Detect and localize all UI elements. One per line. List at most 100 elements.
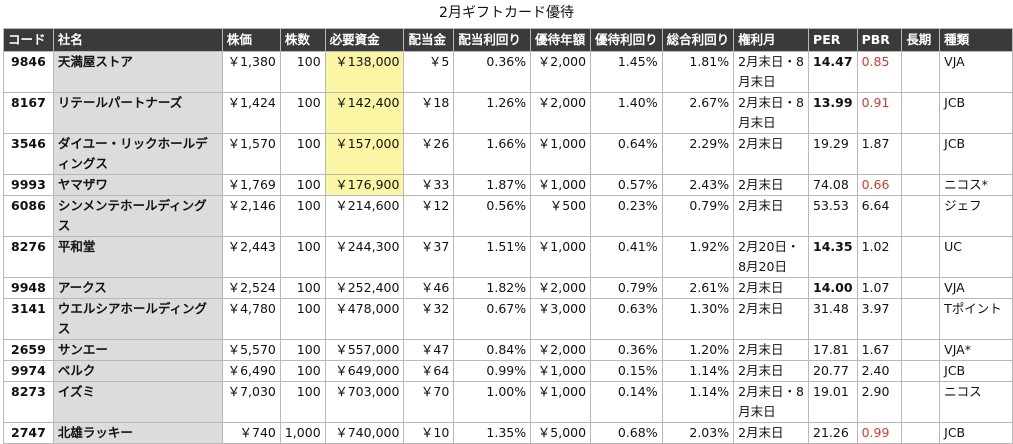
cell-shares[interactable]: 1,000 xyxy=(279,422,326,444)
cell-price[interactable]: ￥1,424 xyxy=(221,92,281,134)
cell-per[interactable]: 13.99 xyxy=(808,92,858,134)
cell-per[interactable]: 14.35 xyxy=(808,236,858,278)
cell-per[interactable]: 21.26 xyxy=(808,422,858,444)
cell-dividend[interactable]: ￥26 xyxy=(403,133,455,175)
cell-name[interactable]: シンメンテホールディングス xyxy=(52,195,223,237)
cell-per[interactable]: 17.81 xyxy=(808,339,858,361)
cell-long-term[interactable] xyxy=(901,92,941,134)
cell-type[interactable]: JCB xyxy=(939,360,1013,382)
cell-required-funds[interactable]: ￥244,300 xyxy=(324,236,405,278)
cell-total-yield[interactable]: 1.20% xyxy=(661,339,735,361)
cell-name[interactable]: イズミ xyxy=(52,381,223,423)
cell-benefit-amount[interactable]: ￥1,000 xyxy=(530,133,592,175)
cell-type[interactable]: JCB xyxy=(939,422,1013,444)
cell-benefit-amount[interactable]: ￥2,000 xyxy=(530,339,592,361)
cell-code[interactable]: 9948 xyxy=(3,277,54,299)
cell-code[interactable]: 3546 xyxy=(3,133,54,175)
cell-type[interactable]: VJA* xyxy=(939,339,1013,361)
cell-shares[interactable]: 100 xyxy=(279,277,326,299)
cell-type[interactable]: VJA xyxy=(939,277,1013,299)
cell-dividend-yield[interactable]: 1.66% xyxy=(453,133,532,175)
cell-price[interactable]: ￥2,443 xyxy=(221,236,281,278)
cell-total-yield[interactable]: 1.14% xyxy=(661,360,735,382)
cell-required-funds[interactable]: ￥138,000 xyxy=(324,51,405,93)
cell-dividend-yield[interactable]: 1.82% xyxy=(453,277,532,299)
cell-record-month[interactable]: 2月末日・8月末日 xyxy=(733,381,810,423)
cell-name[interactable]: 天満屋ストア xyxy=(52,51,223,93)
cell-dividend[interactable]: ￥18 xyxy=(403,92,455,134)
cell-code[interactable]: 8167 xyxy=(3,92,54,134)
cell-total-yield[interactable]: 2.03% xyxy=(661,422,735,444)
cell-price[interactable]: ￥7,030 xyxy=(221,381,281,423)
cell-total-yield[interactable]: 1.81% xyxy=(661,51,735,93)
cell-dividend-yield[interactable]: 1.51% xyxy=(453,236,532,278)
cell-record-month[interactable]: 2月末日 xyxy=(733,133,810,175)
cell-name[interactable]: サンエー xyxy=(52,339,223,361)
cell-type[interactable]: ニコス xyxy=(939,381,1013,423)
cell-pbr[interactable]: 1.07 xyxy=(856,277,903,299)
cell-benefit-amount[interactable]: ￥1,000 xyxy=(530,381,592,423)
cell-pbr[interactable]: 1.02 xyxy=(856,236,903,278)
cell-pbr[interactable]: 0.85 xyxy=(856,51,903,93)
cell-benefit-yield[interactable]: 0.63% xyxy=(590,298,663,340)
cell-required-funds[interactable]: ￥157,000 xyxy=(324,133,405,175)
cell-benefit-amount[interactable]: ￥2,000 xyxy=(530,277,592,299)
cell-code[interactable]: 9993 xyxy=(3,174,54,196)
cell-record-month[interactable]: 2月末日 xyxy=(733,339,810,361)
cell-pbr[interactable]: 1.87 xyxy=(856,133,903,175)
cell-benefit-amount[interactable]: ￥500 xyxy=(530,195,592,237)
cell-type[interactable]: ニコス* xyxy=(939,174,1013,196)
cell-shares[interactable]: 100 xyxy=(279,133,326,175)
cell-price[interactable]: ￥740 xyxy=(221,422,281,444)
cell-shares[interactable]: 100 xyxy=(279,360,326,382)
header-shares[interactable]: 株数 xyxy=(279,28,326,52)
cell-type[interactable]: JCB xyxy=(939,92,1013,134)
cell-record-month[interactable]: 2月末日 xyxy=(733,298,810,340)
cell-long-term[interactable] xyxy=(901,133,941,175)
cell-type[interactable]: Tポイント xyxy=(939,298,1013,340)
cell-name[interactable]: ウエルシアホールディングス xyxy=(52,298,223,340)
cell-required-funds[interactable]: ￥176,900 xyxy=(324,174,405,196)
cell-shares[interactable]: 100 xyxy=(279,92,326,134)
cell-long-term[interactable] xyxy=(901,298,941,340)
cell-per[interactable]: 19.01 xyxy=(808,381,858,423)
cell-benefit-yield[interactable]: 0.64% xyxy=(590,133,663,175)
cell-benefit-yield[interactable]: 0.79% xyxy=(590,277,663,299)
cell-dividend[interactable]: ￥32 xyxy=(403,298,455,340)
cell-pbr[interactable]: 0.99 xyxy=(856,422,903,444)
cell-per[interactable]: 14.00 xyxy=(808,277,858,299)
header-record-month[interactable]: 権利月 xyxy=(733,28,810,52)
cell-benefit-amount[interactable]: ￥2,000 xyxy=(530,92,592,134)
cell-record-month[interactable]: 2月末日 xyxy=(733,277,810,299)
cell-benefit-amount[interactable]: ￥5,000 xyxy=(530,422,592,444)
header-benefit-yield[interactable]: 優待利回り xyxy=(590,28,663,52)
cell-record-month[interactable]: 2月末日 xyxy=(733,174,810,196)
cell-dividend[interactable]: ￥47 xyxy=(403,339,455,361)
cell-dividend[interactable]: ￥46 xyxy=(403,277,455,299)
cell-record-month[interactable]: 2月末日・8月末日 xyxy=(733,92,810,134)
header-code[interactable]: コード xyxy=(3,28,54,52)
cell-long-term[interactable] xyxy=(901,51,941,93)
cell-pbr[interactable]: 2.90 xyxy=(856,381,903,423)
cell-shares[interactable]: 100 xyxy=(279,236,326,278)
cell-long-term[interactable] xyxy=(901,174,941,196)
cell-benefit-yield[interactable]: 0.41% xyxy=(590,236,663,278)
cell-price[interactable]: ￥1,570 xyxy=(221,133,281,175)
cell-pbr[interactable]: 3.97 xyxy=(856,298,903,340)
cell-price[interactable]: ￥4,780 xyxy=(221,298,281,340)
cell-dividend-yield[interactable]: 0.56% xyxy=(453,195,532,237)
header-per[interactable]: PER xyxy=(808,28,858,52)
cell-code[interactable]: 2747 xyxy=(3,422,54,444)
cell-long-term[interactable] xyxy=(901,195,941,237)
cell-code[interactable]: 9974 xyxy=(3,360,54,382)
cell-benefit-yield[interactable]: 1.40% xyxy=(590,92,663,134)
header-price[interactable]: 株価 xyxy=(221,28,281,52)
cell-price[interactable]: ￥5,570 xyxy=(221,339,281,361)
cell-per[interactable]: 20.77 xyxy=(808,360,858,382)
cell-name[interactable]: リテールパートナーズ xyxy=(52,92,223,134)
cell-code[interactable]: 8276 xyxy=(3,236,54,278)
cell-benefit-amount[interactable]: ￥2,000 xyxy=(530,51,592,93)
cell-long-term[interactable] xyxy=(901,277,941,299)
cell-shares[interactable]: 100 xyxy=(279,195,326,237)
cell-shares[interactable]: 100 xyxy=(279,339,326,361)
